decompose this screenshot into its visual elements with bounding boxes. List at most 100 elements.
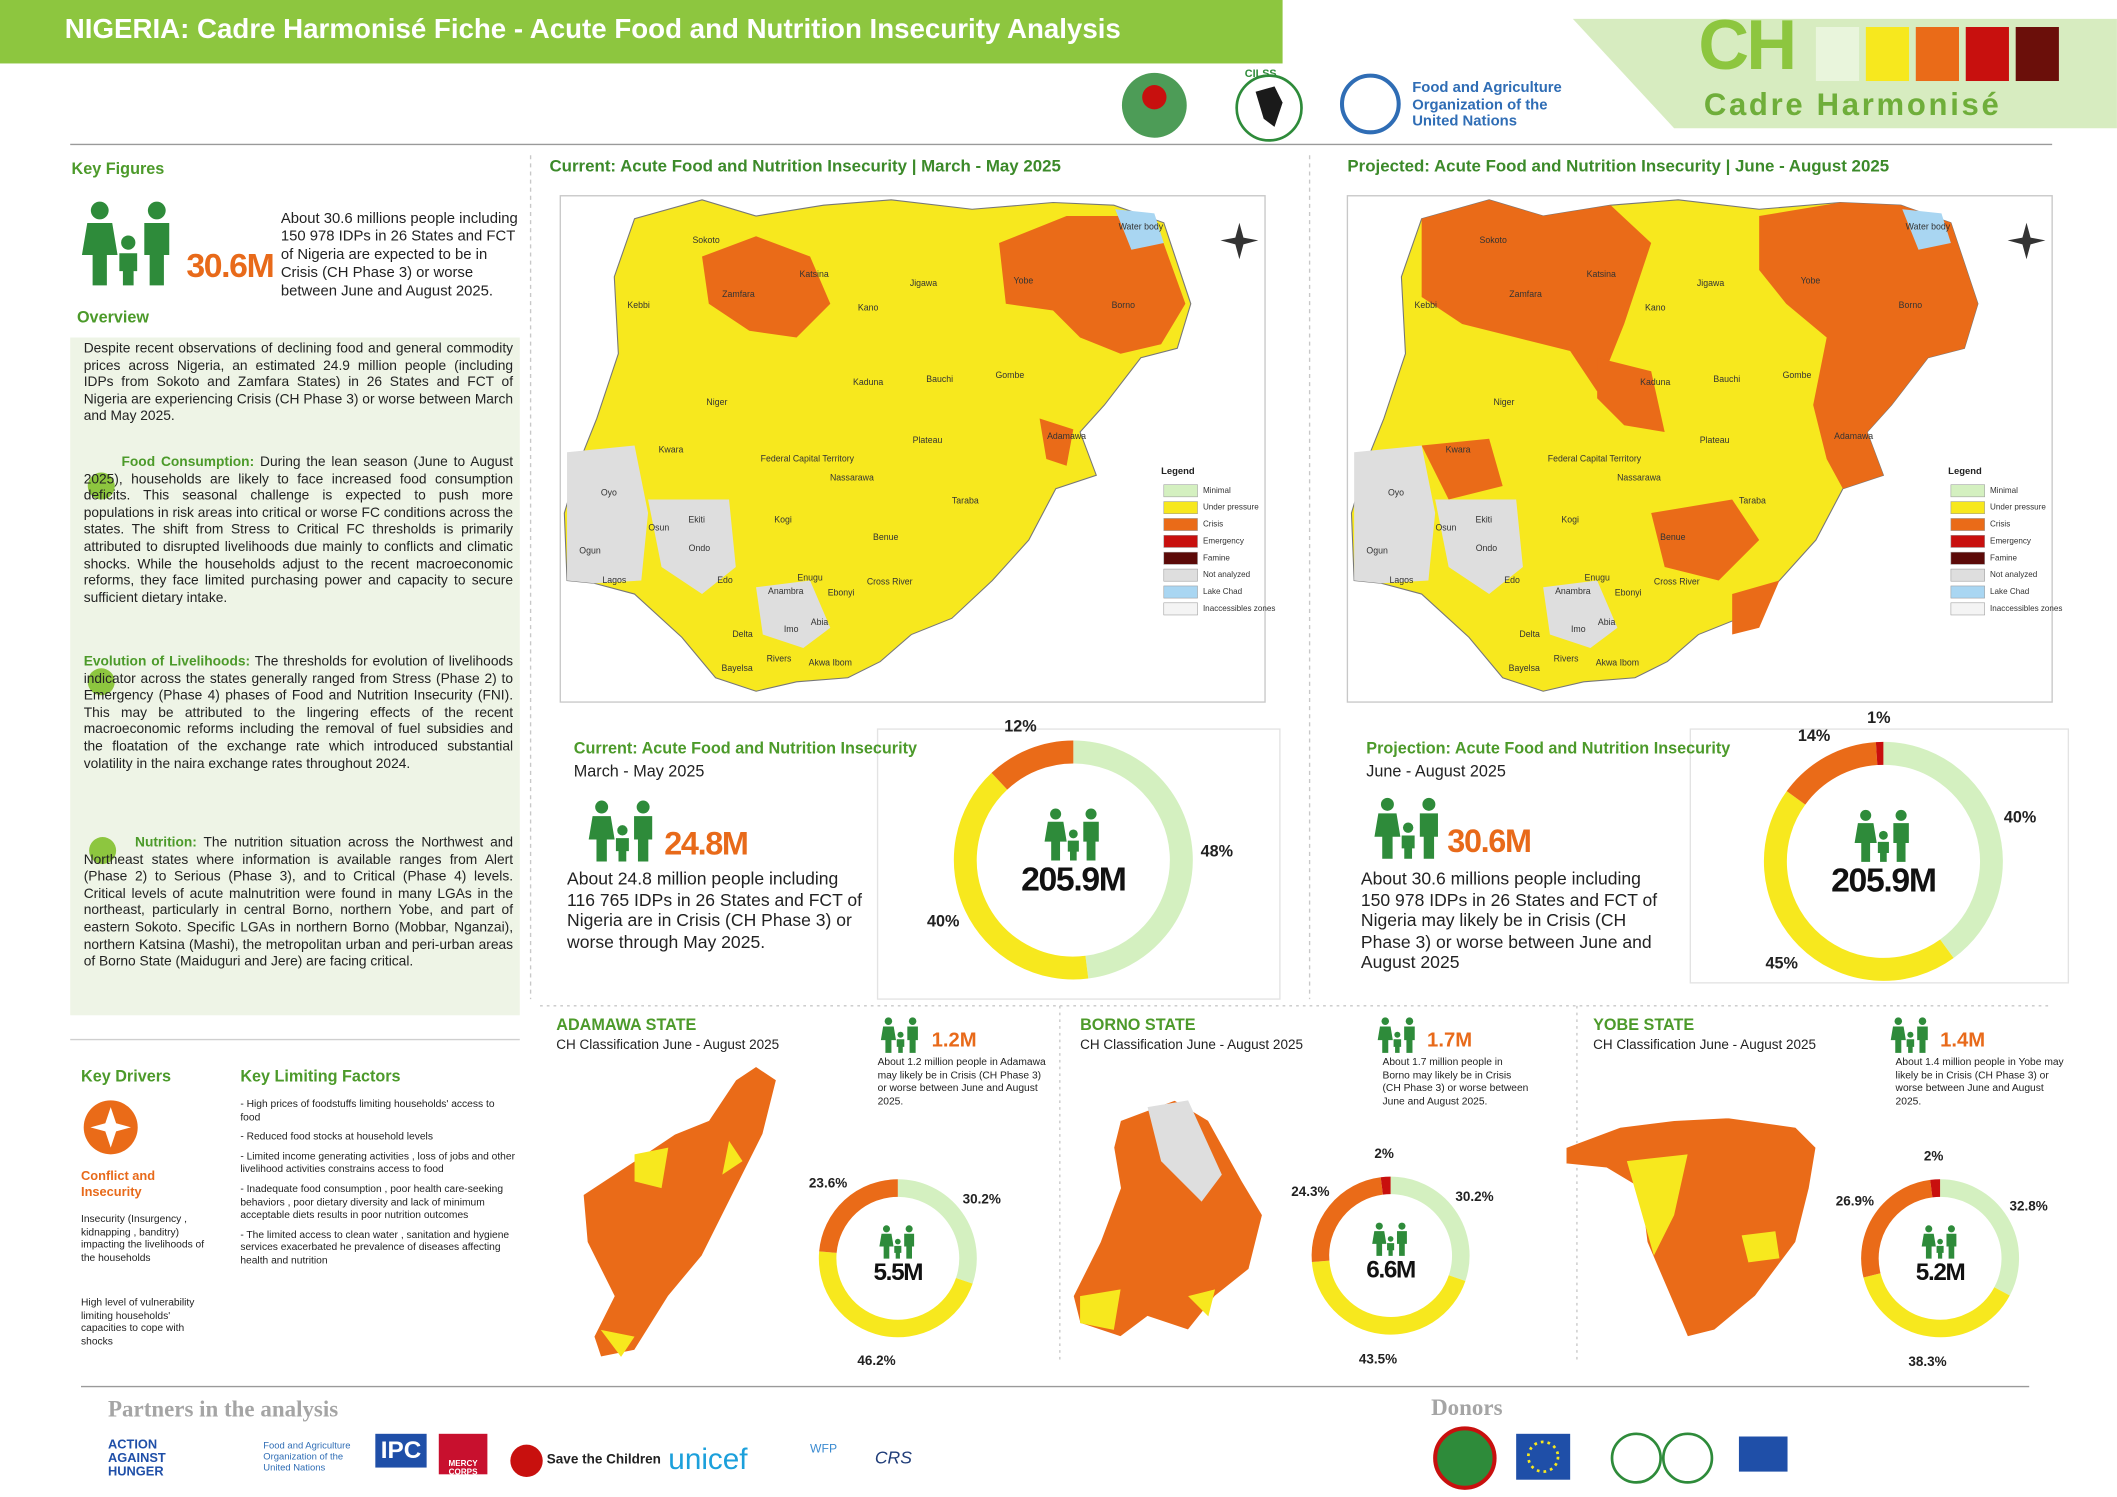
map-label: Akwa Ibom — [1596, 658, 1639, 668]
map-label: Bauchi — [1713, 374, 1740, 384]
people-icon — [81, 201, 170, 286]
donor-logo — [1738, 1436, 1788, 1472]
legend-label: Crisis — [1990, 520, 2010, 529]
state-title: ADAMAWA STATE — [556, 1015, 697, 1035]
legend-label: Lake Chad — [1203, 587, 1242, 596]
legend-label: Famine — [1203, 553, 1230, 562]
summary-figure: 24.8M — [664, 826, 749, 863]
state-text: About 1.2 million people in Adamawa may … — [877, 1055, 1046, 1107]
legend-swatch — [1163, 551, 1198, 565]
partner-logo: unicef — [668, 1441, 748, 1476]
partner-logo: WFP — [810, 1441, 838, 1456]
map-label: Jigawa — [910, 278, 937, 288]
state-figure: 1.7M — [1427, 1028, 1473, 1052]
donut-frame — [876, 728, 1281, 1000]
donut-value-label: 12% — [1004, 718, 1036, 736]
map-label: Ondo — [1476, 543, 1498, 553]
map-label: Benue — [1660, 532, 1685, 542]
donut-value-label: 43.5% — [1359, 1352, 1397, 1367]
donut-segment — [1883, 741, 2003, 959]
partner-logo: CRS — [874, 1447, 912, 1468]
key-figure-text: About 30.6 millions people including 150… — [280, 210, 518, 300]
map-label: Kano — [1645, 303, 1666, 313]
limiting-item: - Inadequate food consumption , poor hea… — [240, 1182, 504, 1221]
legend-swatch — [1950, 602, 1985, 616]
map-label: Oyo — [1388, 487, 1404, 497]
donut-frame — [1689, 728, 2070, 984]
crisis-area — [1651, 499, 1760, 581]
map-label: Akwa Ibom — [809, 658, 852, 668]
ch-square — [1915, 27, 1959, 82]
donut-value-label: 1% — [1867, 709, 1890, 727]
state-figure: 1.2M — [931, 1028, 977, 1052]
legend-swatch — [1163, 484, 1198, 498]
overview-panel — [70, 337, 520, 1016]
driver-item: Insecurity (Insurgency , kidnapping , ba… — [81, 1212, 205, 1264]
lake-chad — [1902, 209, 1951, 250]
people-icon — [1377, 1017, 1415, 1053]
partner-logo: ACTION AGAINST HUNGER — [108, 1437, 166, 1480]
section-text: The thresholds for evolution of liveliho… — [83, 654, 514, 772]
donut-segment — [1311, 1177, 1384, 1263]
save-children-icon — [510, 1444, 543, 1478]
map-label: Bayelsa — [722, 663, 753, 673]
donors-title: Donors — [1431, 1394, 1503, 1421]
ch-square — [2015, 27, 2059, 82]
map-label: Nassarawa — [1617, 473, 1661, 483]
borno-stressed-area — [1080, 1289, 1216, 1330]
overview-section: Nutrition: The nutrition situation acros… — [84, 836, 513, 972]
state-title: YOBE STATE — [1593, 1015, 1695, 1035]
map-label: Lagos — [602, 575, 627, 585]
map-label: Osun — [1435, 523, 1456, 533]
map-title: Current: Acute Food and Nutrition Insecu… — [549, 156, 1061, 176]
map-label: Gombe — [1783, 370, 1812, 380]
not-analyzed-area — [1354, 445, 1436, 584]
not-analyzed-area — [648, 499, 736, 595]
overview-section: Food Consumption: During the lean season… — [84, 455, 513, 608]
section-title: Key Limiting Factors — [240, 1066, 401, 1086]
people-icon — [880, 1017, 918, 1053]
donut-segment — [818, 1251, 973, 1338]
legend-label: Not analyzed — [1203, 570, 1250, 579]
header-bar — [0, 0, 1283, 64]
section-title: Key Drivers — [81, 1066, 172, 1086]
donut-total: 6.6M — [1366, 1256, 1415, 1283]
yobe-stressed-area — [1626, 1154, 1780, 1263]
donut-segment — [819, 1179, 899, 1254]
people-icon — [1372, 1222, 1407, 1256]
legend-label: Minimal — [1203, 486, 1231, 495]
people-icon — [1921, 1225, 1957, 1259]
map-label: Water body — [1119, 222, 1164, 232]
summary-title: Projection: Acute Food and Nutrition Ins… — [1366, 738, 1731, 758]
crisis-area — [1597, 357, 1665, 433]
map-label: Federal Capital Territory — [761, 454, 855, 464]
section-title: Overview — [76, 307, 150, 327]
legend-label: Emergency — [1203, 536, 1245, 545]
ch-square — [1815, 27, 1860, 82]
donut-segment — [1390, 1176, 1470, 1281]
map-label: Edo — [1504, 575, 1520, 585]
limiting-item: - High prices of foodstuffs limiting hou… — [240, 1097, 495, 1123]
section-text: During the lean season (June to August 2… — [83, 454, 514, 606]
map-label: Plateau — [913, 435, 943, 445]
donut-total: 5.5M — [874, 1259, 923, 1286]
people-icon — [879, 1225, 915, 1259]
legend-label: Minimal — [1990, 486, 2018, 495]
partner-logo: MERCY CORPS — [438, 1433, 488, 1477]
donut-total: 205.9M — [1831, 862, 1935, 900]
compass — [1220, 222, 1259, 260]
map-label: Enugu — [1584, 573, 1609, 583]
legend-swatch — [1163, 518, 1198, 531]
map-label: Oyo — [601, 487, 617, 497]
partner-logo: Save the Children — [546, 1452, 661, 1468]
state-text: About 1.7 million people in Borno may li… — [1382, 1055, 1529, 1107]
legend-label: Under pressure — [1203, 503, 1259, 512]
legend-swatch — [1163, 535, 1198, 548]
legend-label: Emergency — [1990, 536, 2032, 545]
key-figure: 30.6M — [186, 247, 274, 285]
donut-value-label: 32.8% — [2010, 1199, 2048, 1214]
cilss-africa — [1255, 86, 1283, 127]
nutrition-icon — [89, 837, 117, 865]
map-label: Jigawa — [1697, 278, 1724, 288]
map-label: Kogi — [1561, 514, 1579, 524]
